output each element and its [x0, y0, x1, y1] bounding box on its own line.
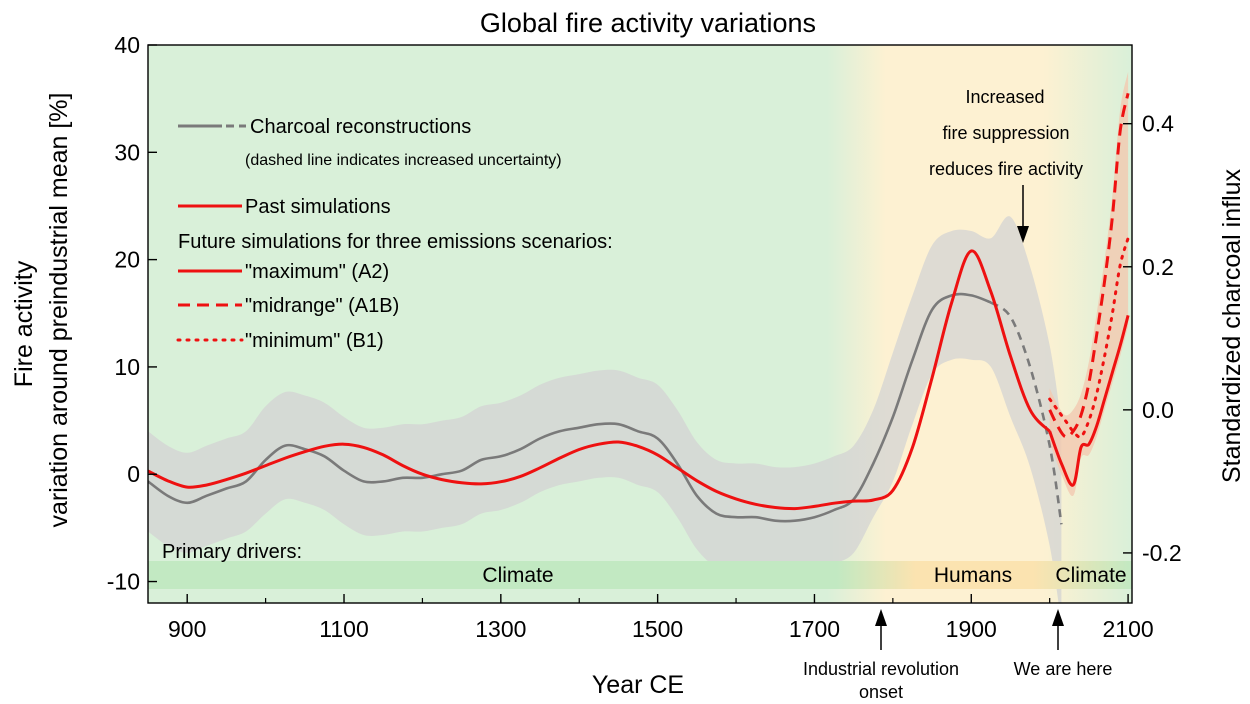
annotation-industrial-line2: onset	[859, 682, 903, 702]
driver-humans-label: Humans	[934, 564, 1012, 587]
legend-maximum-label: "maximum" (A2)	[245, 261, 389, 283]
annotation-suppression-line3: reduces fire activity	[929, 159, 1083, 179]
annotation-industrial-line1: Industrial revolution	[803, 659, 959, 679]
y-tick-label: -10	[107, 569, 140, 595]
y2-tick-label: -0.2	[1142, 540, 1182, 566]
industrial-arrow-head	[875, 609, 887, 626]
drivers-bar	[148, 561, 1132, 589]
drivers-heading: Primary drivers:	[162, 541, 302, 563]
y-tick-label: 0	[127, 461, 140, 487]
x-tick-label: 1300	[475, 616, 526, 642]
y2-axis-label: Standardized charcoal influx	[1218, 168, 1246, 483]
legend-future-heading: Future simulations for three emissions s…	[178, 231, 613, 253]
plot-frame	[147, 44, 1133, 604]
y-tick-label: 40	[114, 32, 140, 58]
y-axis-label-line2: variation around preindustrial mean [%]	[45, 93, 73, 528]
legend: Charcoal reconstructions (dashed line in…	[176, 116, 613, 352]
legend-charcoal-note: (dashed line indicates increased uncerta…	[245, 152, 562, 169]
y-axis-label-line1: Fire activity	[10, 260, 38, 387]
past-simulation-line	[148, 249, 1051, 511]
future-maximum-line	[1048, 315, 1130, 487]
charcoal-line-dashed	[990, 301, 1063, 525]
future-midrange-line	[1048, 92, 1130, 439]
charcoal-uncertainty-band	[148, 216, 1062, 603]
x-tick-label: 1100	[319, 616, 368, 642]
suppression-arrow-head	[1017, 226, 1029, 243]
y-tick-label: 30	[114, 139, 140, 165]
here-arrow-head	[1052, 609, 1064, 626]
y2-tick-label: 0.4	[1142, 111, 1174, 137]
y-tick-label: 10	[114, 354, 140, 380]
annotation-suppression-line2: fire suppression	[942, 123, 1069, 143]
y2-tick-label: 0.2	[1142, 254, 1174, 280]
x-axis-label: Year CE	[592, 671, 684, 699]
legend-midrange-label: "midrange" (A1B)	[245, 295, 399, 317]
x-tick-label: 2100	[1102, 616, 1153, 642]
x-tick-label: 1500	[632, 616, 683, 642]
driver-climate-label: Climate	[482, 564, 553, 587]
chart-title: Global fire activity variations	[480, 8, 816, 38]
y2-tick-label: 0.0	[1142, 397, 1174, 423]
x-tick-label: 1700	[789, 616, 840, 642]
y-tick-label: 20	[114, 247, 140, 273]
driver-climate-future-label: Climate	[1055, 564, 1126, 587]
legend-charcoal-label: Charcoal reconstructions	[250, 116, 471, 138]
legend-past-label: Past simulations	[245, 196, 391, 218]
legend-minimum-label: "minimum" (B1)	[245, 330, 384, 352]
annotation-suppression-line1: Increased	[965, 87, 1044, 107]
x-tick-label: 1900	[946, 616, 997, 642]
x-tick-label: 900	[168, 616, 206, 642]
annotation-here: We are here	[1014, 659, 1113, 679]
